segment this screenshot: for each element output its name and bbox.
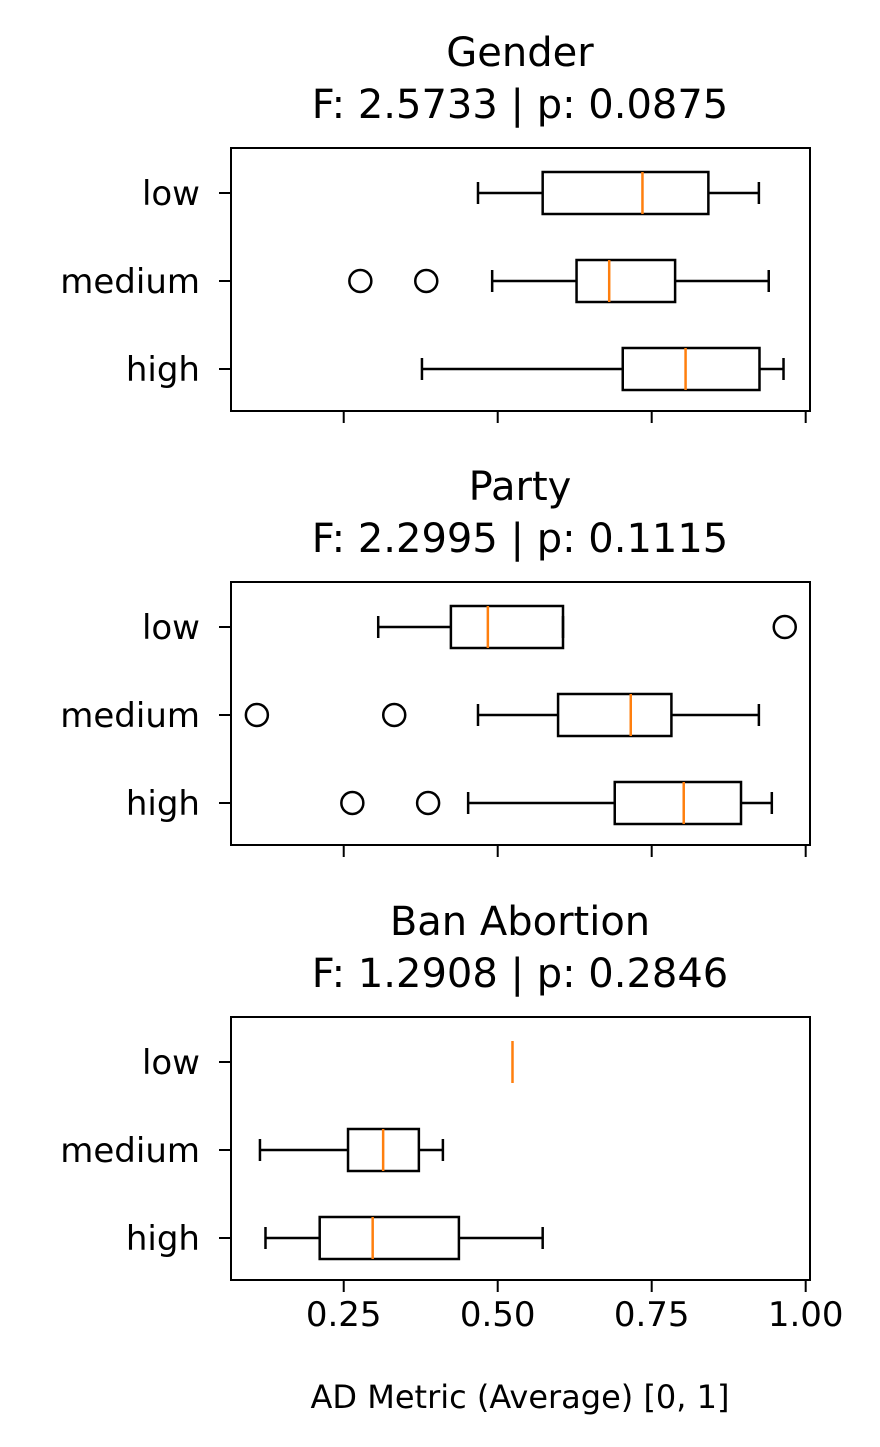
panel-title: Ban Abortion [390, 899, 650, 945]
panel-title: Gender [446, 30, 594, 76]
iqr-box [541, 170, 710, 216]
outlier-point [340, 790, 365, 816]
y-tick-label: low [142, 174, 200, 214]
plot-frame [230, 147, 811, 412]
y-tick-label: high [126, 784, 200, 824]
iqr-box [575, 258, 677, 304]
panel-title: Party [469, 464, 572, 510]
outlier-point [381, 702, 407, 728]
x-tick-label: 0.75 [614, 1295, 690, 1335]
y-tick-label: low [142, 608, 200, 648]
y-tick-label: high [126, 1219, 200, 1259]
y-tick-label: medium [60, 696, 200, 736]
panel-subtitle: F: 1.2908 | p: 0.2846 [312, 951, 729, 997]
iqr-box [613, 780, 743, 826]
y-tick-label: high [126, 350, 200, 390]
panel-subtitle: F: 2.5733 | p: 0.0875 [312, 82, 729, 128]
y-tick-label: medium [60, 262, 200, 302]
iqr-box [449, 604, 565, 650]
plot-frame [230, 1016, 811, 1281]
outlier-point [244, 702, 270, 728]
panel-subtitle: F: 2.2995 | p: 0.1115 [312, 516, 729, 562]
outlier-point [772, 614, 797, 640]
x-tick-label: 1.00 [768, 1295, 844, 1335]
outlier-point [348, 268, 373, 294]
plot-frame [230, 581, 811, 846]
y-tick-label: medium [60, 1131, 200, 1171]
outlier-point [415, 790, 441, 816]
iqr-box [556, 692, 673, 738]
y-tick-label: low [142, 1043, 200, 1083]
x-axis-label: AD Metric (Average) [0, 1] [311, 1378, 730, 1416]
iqr-box [318, 1215, 461, 1261]
x-tick-label: 0.25 [306, 1295, 382, 1335]
outlier-point [414, 268, 439, 294]
iqr-box [621, 346, 761, 392]
x-tick-label: 0.50 [460, 1295, 536, 1335]
